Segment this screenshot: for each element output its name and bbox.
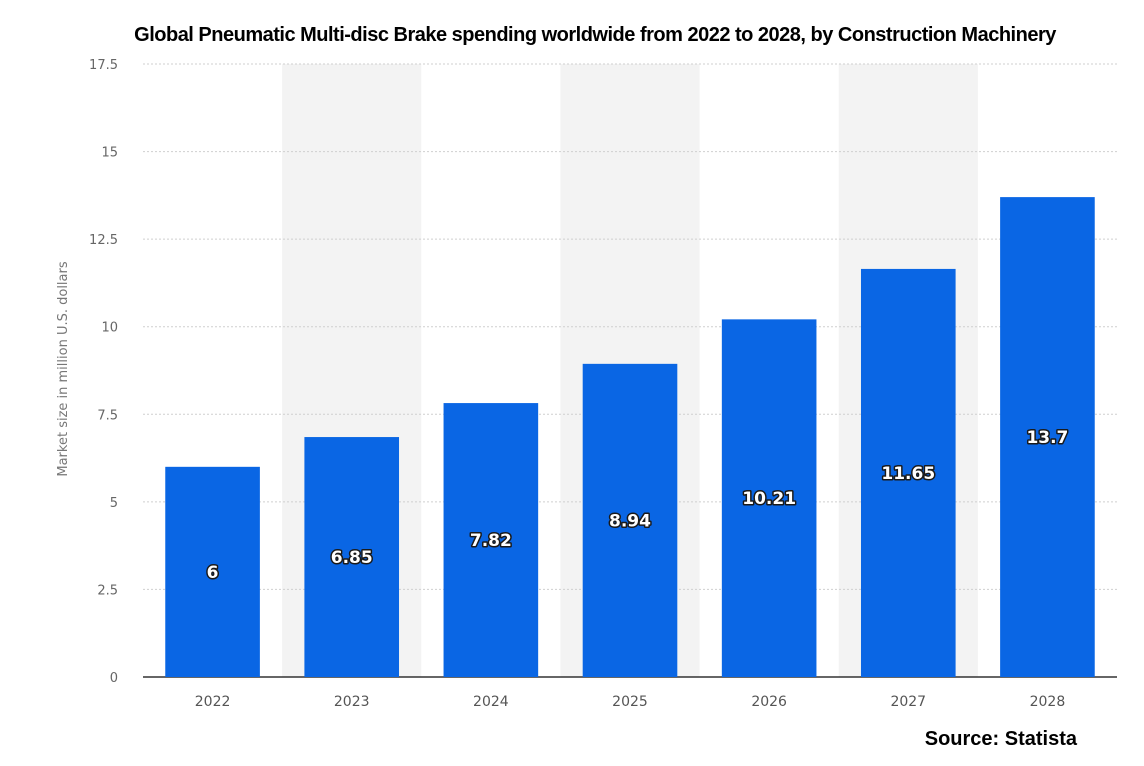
y-tick-label: 2.5 — [97, 583, 118, 598]
x-tick-label: 2026 — [751, 694, 787, 710]
chart-title: Global Pneumatic Multi-disc Brake spendi… — [134, 24, 1056, 46]
bars: 6 6.85 7.82 8.94 10.21 11.65 13.7 — [165, 197, 1095, 677]
bar — [1000, 197, 1095, 677]
source-note: Source: Statista — [924, 728, 1077, 750]
bar-value-label: 6.85 — [331, 548, 373, 568]
y-axis-label: Market size in million U.S. dollars — [56, 261, 71, 476]
y-tick-label: 0 — [110, 671, 118, 686]
y-tick-label: 12.5 — [89, 233, 118, 248]
axis-ticks: 0 2.5 5 7.5 10 12.5 15 17.5 2022 2023 2024 2025 2026… — [89, 58, 1065, 710]
bar — [860, 268, 956, 677]
y-tick-label: 15 — [101, 146, 118, 161]
x-tick-label: 2028 — [1030, 694, 1066, 710]
bar — [582, 363, 678, 677]
bar — [443, 403, 539, 677]
bar-value-label: 13.7 — [1026, 428, 1068, 448]
y-tick-label: 7.5 — [97, 408, 118, 423]
bar-value-label: 7.82 — [470, 531, 512, 551]
x-tick-label: 2024 — [473, 694, 509, 710]
y-tick-label: 10 — [101, 321, 118, 336]
bar-value-label: 10.21 — [742, 489, 796, 509]
y-tick-label: 17.5 — [89, 58, 118, 73]
x-tick-label: 2025 — [612, 694, 648, 710]
x-tick-label: 2022 — [195, 694, 231, 710]
bar-value-label: 6 — [207, 563, 219, 583]
x-tick-label: 2023 — [334, 694, 370, 710]
bar-value-label: 11.65 — [881, 464, 935, 484]
bar — [304, 437, 400, 677]
bar — [721, 319, 817, 677]
bar-value-label: 8.94 — [609, 511, 651, 531]
bar — [165, 466, 260, 677]
x-tick-label: 2027 — [890, 694, 926, 710]
y-tick-label: 5 — [110, 496, 118, 511]
